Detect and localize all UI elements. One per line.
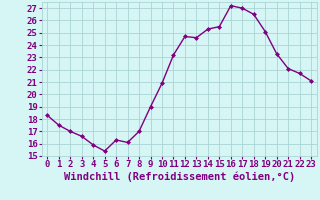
X-axis label: Windchill (Refroidissement éolien,°C): Windchill (Refroidissement éolien,°C) <box>64 172 295 182</box>
